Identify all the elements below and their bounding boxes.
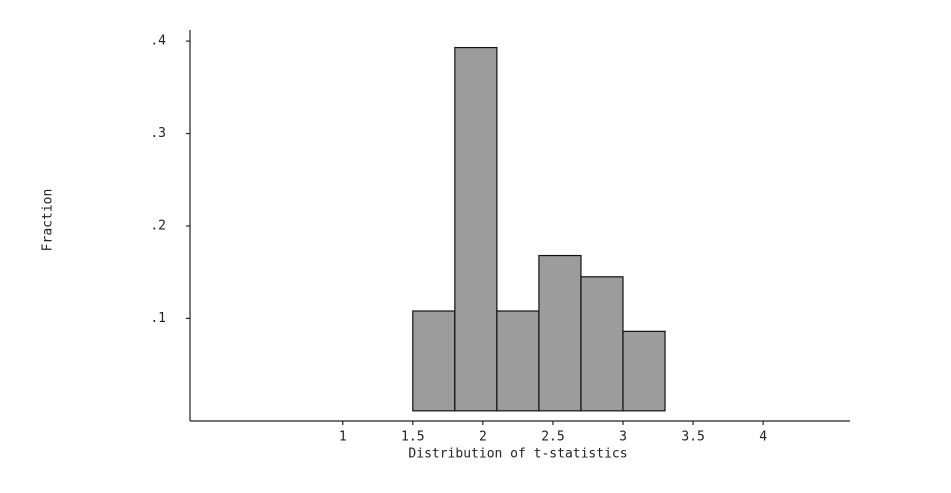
x-tick-label: 3 xyxy=(619,430,627,445)
bar xyxy=(496,310,540,412)
x-tick-label: 1 xyxy=(339,430,347,445)
x-tick-label: 2.5 xyxy=(541,430,564,445)
y-tick-label: .3 xyxy=(150,126,166,141)
x-tick-label: 4 xyxy=(759,430,767,445)
bar xyxy=(538,254,582,412)
bar xyxy=(454,46,498,412)
y-tick-label: .1 xyxy=(150,311,166,326)
x-tick-label: 3.5 xyxy=(681,430,704,445)
bar xyxy=(580,276,624,412)
y-axis-label: Fraction xyxy=(41,189,56,252)
x-axis-label: Distribution of t-statistics xyxy=(408,447,627,462)
y-tick-label: .4 xyxy=(150,34,166,49)
y-tick-label: .2 xyxy=(150,218,166,233)
bar xyxy=(412,310,456,412)
x-tick-label: 1.5 xyxy=(401,430,424,445)
x-tick-label: 2 xyxy=(479,430,487,445)
bar xyxy=(622,330,666,412)
